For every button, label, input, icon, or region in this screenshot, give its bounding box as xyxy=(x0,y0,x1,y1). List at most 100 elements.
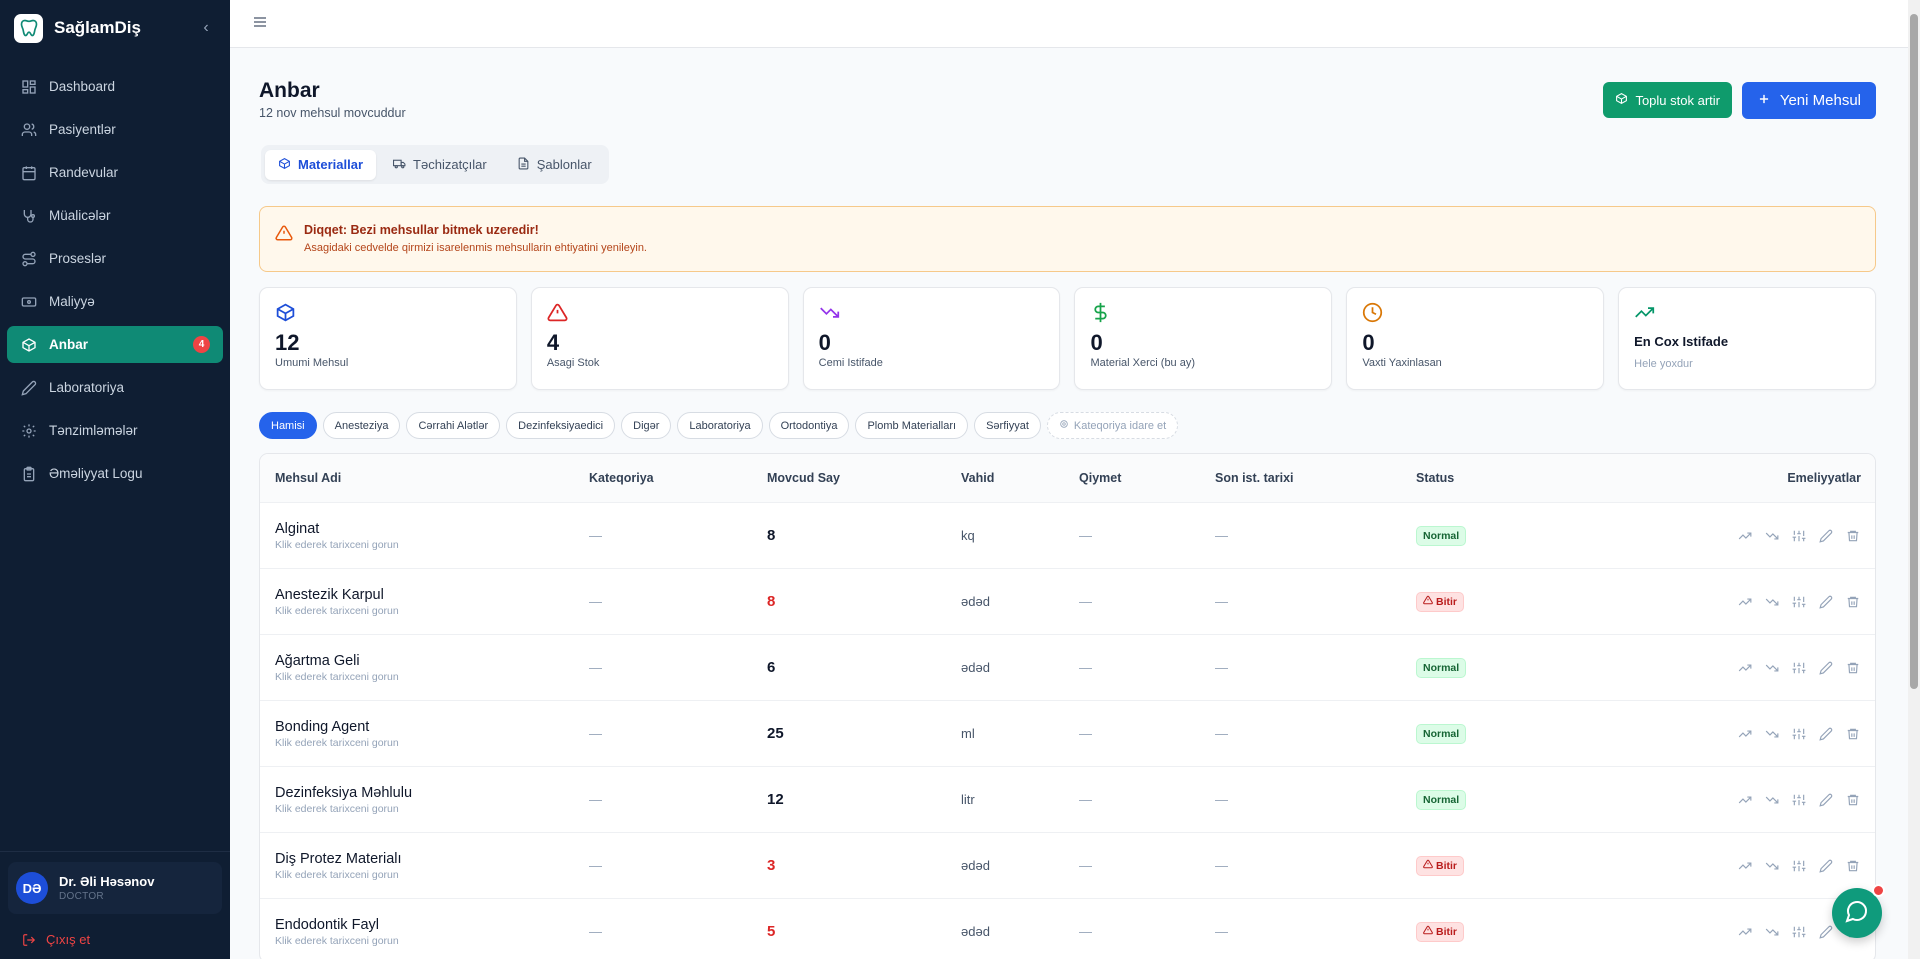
delete-icon[interactable] xyxy=(1844,791,1861,808)
last-used-cell: — xyxy=(1215,858,1228,873)
status-label: Normal xyxy=(1423,529,1460,542)
price-cell: — xyxy=(1079,726,1092,741)
table-row[interactable]: Anestezik Karpul Klik ederek tarixceni go… xyxy=(260,569,1875,635)
filter-anesthesia[interactable]: Anesteziya xyxy=(322,412,401,439)
edit-icon[interactable] xyxy=(1817,659,1834,676)
quantity-cell: 12 xyxy=(767,790,784,808)
collapse-sidebar-icon[interactable]: ‹ xyxy=(203,19,209,36)
page-scrollbar[interactable] xyxy=(1908,0,1920,959)
filter-other[interactable]: Digər xyxy=(621,412,672,439)
adjust-icon[interactable] xyxy=(1790,725,1807,742)
delete-icon[interactable] xyxy=(1844,857,1861,874)
stock-in-icon[interactable] xyxy=(1736,923,1753,940)
delete-icon[interactable] xyxy=(1844,527,1861,544)
edit-icon[interactable] xyxy=(1817,791,1834,808)
stock-in-icon[interactable] xyxy=(1736,791,1753,808)
sidebar-item-label: Tənzimləmələr xyxy=(49,423,138,438)
stat-value: 0 xyxy=(818,330,831,355)
filter-laboratory[interactable]: Laboratoriya xyxy=(677,412,763,439)
tooth-logo-icon xyxy=(14,13,43,43)
product-cell: Bonding Agent Klik ederek tarixceni gorun xyxy=(260,719,589,749)
column-header: Qiymet xyxy=(1079,471,1122,485)
filter-consumables[interactable]: Sərfiyyat xyxy=(974,412,1041,439)
table-row[interactable]: Alginat Klik ederek tarixceni gorun —8 kq — —… xyxy=(260,503,1875,569)
stock-out-icon[interactable] xyxy=(1763,593,1780,610)
filter-disinfectant[interactable]: Dezinfeksiyaedici xyxy=(506,412,616,439)
new-product-button[interactable]: Yeni Mehsul xyxy=(1741,82,1876,119)
logout-button[interactable]: Çıxış et xyxy=(8,932,222,947)
sidebar-item-dashboard[interactable]: Dashboard xyxy=(7,68,223,105)
adjust-icon[interactable] xyxy=(1790,659,1807,676)
tab-suppliers[interactable]: Təchizatçılar xyxy=(380,150,500,180)
table-row[interactable]: Dezinfeksiya Məhlulu Klik ederek tarixcen… xyxy=(260,767,1875,833)
stock-out-icon[interactable] xyxy=(1763,923,1780,940)
column-header: Mehsul Adi xyxy=(275,471,342,485)
product-cell: Diş Protez Materialı Klik ederek tarixcen… xyxy=(260,851,589,881)
stock-out-icon[interactable] xyxy=(1763,659,1780,676)
delete-icon[interactable] xyxy=(1844,725,1861,742)
filter-all[interactable]: Hamisi xyxy=(259,412,317,439)
stock-in-icon[interactable] xyxy=(1736,857,1753,874)
row-hint: Klik ederek tarixceni gorun xyxy=(275,868,399,881)
sidebar-item-patients[interactable]: Pasiyentlər xyxy=(7,111,223,148)
filter-surgical-tools[interactable]: Cərrahi Alətlər xyxy=(406,412,501,439)
table-row[interactable]: Endodontik Fayl Klik ederek tarixceni gor… xyxy=(260,899,1875,959)
stat-value: 4 xyxy=(546,330,560,355)
delete-icon[interactable] xyxy=(1844,659,1861,676)
edit-icon[interactable] xyxy=(1817,923,1834,940)
adjust-icon[interactable] xyxy=(1790,593,1807,610)
delete-icon[interactable] xyxy=(1844,593,1861,610)
stock-out-icon[interactable] xyxy=(1763,791,1780,808)
sidebar-item-processes[interactable]: Proseslər xyxy=(7,240,223,277)
table-row[interactable]: Bonding Agent Klik ederek tarixceni gorun… xyxy=(260,701,1875,767)
adjust-icon[interactable] xyxy=(1790,857,1807,874)
sidebar-item-inventory[interactable]: Anbar 4 xyxy=(7,326,223,363)
stock-out-icon[interactable] xyxy=(1763,527,1780,544)
adjust-icon[interactable] xyxy=(1790,923,1807,940)
stats-row: 12 Umumi Mehsul 4 Asagi Stok 0 Cemi Isti… xyxy=(259,287,1876,390)
sidebar-item-activity-log[interactable]: Əməliyyat Logu xyxy=(7,455,223,492)
table-row[interactable]: Diş Protez Materialı Klik ederek tarixcen… xyxy=(260,833,1875,899)
chat-button[interactable] xyxy=(1832,888,1882,938)
edit-icon[interactable] xyxy=(1817,857,1834,874)
filter-orthodontics[interactable]: Ortodontiya xyxy=(768,412,850,439)
stock-out-icon[interactable] xyxy=(1763,725,1780,742)
tab-materials[interactable]: Materiallar xyxy=(265,149,377,180)
edit-icon[interactable] xyxy=(1817,527,1834,544)
menu-icon[interactable] xyxy=(252,14,268,35)
sidebar-item-treatments[interactable]: Müalicələr xyxy=(7,197,223,234)
filter-filling-materials[interactable]: Plomb Materialları xyxy=(855,412,969,439)
edit-icon[interactable] xyxy=(1817,593,1834,610)
sidebar-item-appointments[interactable]: Randevular xyxy=(7,154,223,191)
stock-in-icon[interactable] xyxy=(1736,527,1753,544)
sidebar-item-label: Randevular xyxy=(49,165,119,180)
manage-categories-label: Kateqoriya idare et xyxy=(1073,419,1167,432)
tab-label: Şablonlar xyxy=(536,157,592,172)
sidebar-item-settings[interactable]: Tənzimləmələr xyxy=(7,412,223,449)
adjust-icon[interactable] xyxy=(1790,527,1807,544)
status-badge: Normal xyxy=(1416,723,1467,744)
sidebar-nav: Dashboard Pasiyentlər Randevular Müalicə… xyxy=(0,68,230,492)
sidebar-item-laboratory[interactable]: Laboratoriya xyxy=(7,369,223,406)
manage-categories-button[interactable]: Kateqoriya idare et xyxy=(1046,412,1179,439)
inventory-tabs: Materiallar Təchizatçılar Şablonlar xyxy=(261,145,609,184)
user-card[interactable]: DƏ Dr. Əli Həsənov DOCTOR xyxy=(8,862,222,914)
status-label: Bitir xyxy=(1436,595,1457,608)
warning-icon xyxy=(547,302,773,324)
stock-in-icon[interactable] xyxy=(1736,593,1753,610)
row-actions xyxy=(1616,725,1875,742)
edit-icon[interactable] xyxy=(1817,725,1834,742)
adjust-icon[interactable] xyxy=(1790,791,1807,808)
bulk-stock-button[interactable]: Toplu stok artir xyxy=(1603,82,1732,118)
stock-in-icon[interactable] xyxy=(1736,725,1753,742)
scrollbar-thumb[interactable] xyxy=(1910,14,1918,689)
table-row[interactable]: Ağartma Geli Klik ederek tarixceni gorun —… xyxy=(260,635,1875,701)
status-label: Bitir xyxy=(1436,925,1457,938)
sidebar-item-finance[interactable]: Maliyyə xyxy=(7,283,223,320)
stat-expiring: 0 Vaxti Yaxinlasan xyxy=(1346,287,1605,390)
tab-templates[interactable]: Şablonlar xyxy=(504,150,605,180)
price-cell: — xyxy=(1079,528,1092,543)
stock-in-icon[interactable] xyxy=(1736,659,1753,676)
stock-out-icon[interactable] xyxy=(1763,857,1780,874)
sidebar: SağlamDiş ‹ Dashboard Pasiyentlər Randev… xyxy=(0,0,230,959)
